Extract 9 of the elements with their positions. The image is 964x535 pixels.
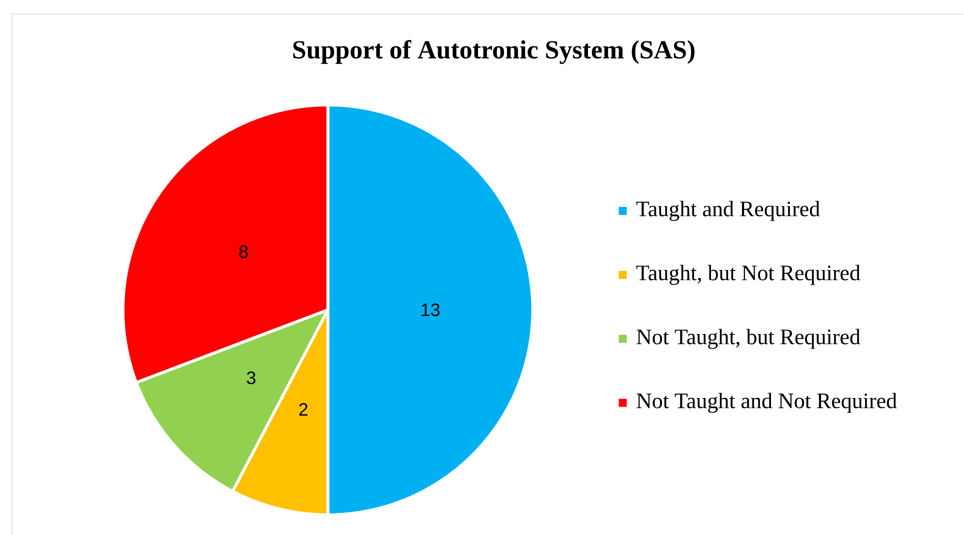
legend-label: Not Taught, but Required (636, 328, 860, 349)
chart-title: Support of Autotronic System (SAS) (293, 40, 694, 64)
data-label: 8 (239, 245, 248, 258)
legend-label: Taught and Required (636, 200, 820, 221)
legend-label: Not Taught and Not Required (636, 392, 897, 413)
data-label: 13 (422, 303, 440, 316)
data-label: 3 (246, 371, 256, 384)
data-label: 2 (299, 402, 308, 416)
legend-label: Taught, but Not Required (636, 264, 860, 285)
